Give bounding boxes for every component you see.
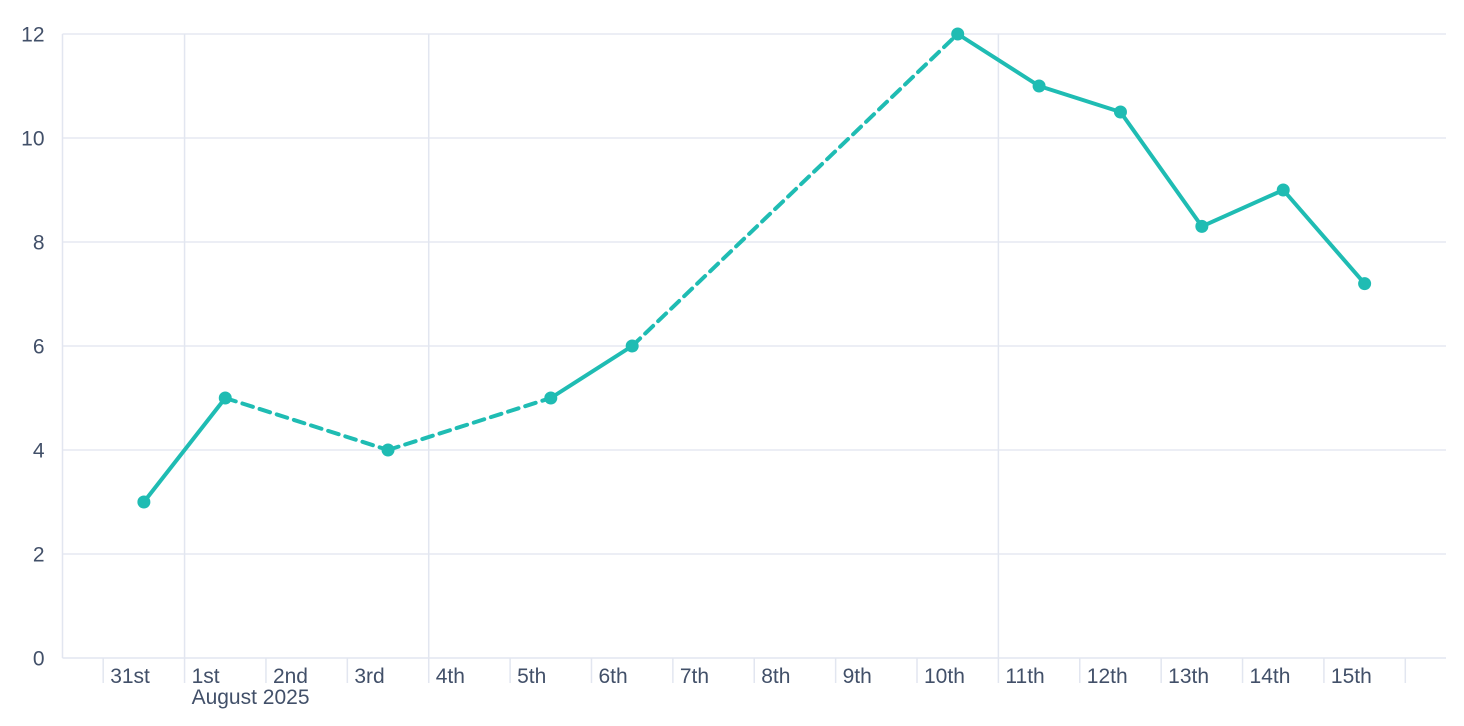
data-point-marker-6th[interactable] bbox=[625, 339, 639, 353]
x-tick-label: 12th bbox=[1087, 665, 1128, 688]
x-tick-label: 11th bbox=[1005, 665, 1044, 688]
data-point-marker-10th[interactable] bbox=[951, 27, 965, 41]
data-point-marker-11th[interactable] bbox=[1032, 79, 1046, 93]
series-segment-solid bbox=[1281, 188, 1367, 286]
x-tick-label: 2nd bbox=[273, 665, 308, 688]
x-tick-label: 13th bbox=[1168, 665, 1209, 688]
y-tick-label: 0 bbox=[33, 648, 45, 671]
data-point-marker-14th[interactable] bbox=[1276, 183, 1290, 197]
x-tick-label: 9th bbox=[843, 665, 872, 688]
series-segment-dashed bbox=[386, 396, 553, 452]
y-tick-label: 4 bbox=[33, 440, 45, 463]
series-segment-solid bbox=[955, 32, 1042, 88]
series-segment-solid bbox=[1199, 188, 1286, 229]
series-segment-dashed bbox=[630, 32, 960, 348]
series-segment-solid bbox=[1037, 84, 1123, 114]
data-point-marker-15th[interactable] bbox=[1358, 277, 1372, 291]
x-tick-label: 14th bbox=[1250, 665, 1291, 688]
x-tick-label: 1st bbox=[192, 665, 220, 688]
x-tick-label: 6th bbox=[598, 665, 627, 688]
x-tick-label: 3rd bbox=[354, 665, 384, 688]
x-tick-label: 5th bbox=[517, 665, 546, 688]
y-tick-label: 6 bbox=[33, 336, 45, 359]
series-segment-solid bbox=[1118, 110, 1204, 229]
data-point-marker-3rd[interactable] bbox=[381, 443, 395, 457]
x-tick-label: 31st bbox=[110, 665, 150, 688]
y-tick-label: 12 bbox=[21, 24, 44, 47]
x-axis-month-label: August 2025 bbox=[192, 686, 310, 709]
y-tick-label: 2 bbox=[33, 544, 45, 567]
data-point-marker-31st[interactable] bbox=[137, 495, 151, 509]
y-tick-label: 10 bbox=[21, 128, 44, 151]
x-tick-label: 7th bbox=[680, 665, 709, 688]
data-point-marker-5th[interactable] bbox=[544, 391, 558, 405]
y-tick-label: 8 bbox=[33, 232, 45, 255]
series-segment-dashed bbox=[223, 396, 391, 452]
x-tick-label: 8th bbox=[761, 665, 790, 688]
x-tick-label: 15th bbox=[1331, 665, 1372, 688]
data-point-marker-12th[interactable] bbox=[1113, 105, 1127, 119]
x-tick-label: 10th bbox=[924, 665, 965, 688]
x-tick-label: 4th bbox=[436, 665, 465, 688]
data-point-marker-1st[interactable] bbox=[218, 391, 232, 405]
series-segment-solid bbox=[548, 344, 635, 400]
series-segment-solid bbox=[141, 396, 228, 504]
data-point-marker-13th[interactable] bbox=[1195, 219, 1209, 233]
